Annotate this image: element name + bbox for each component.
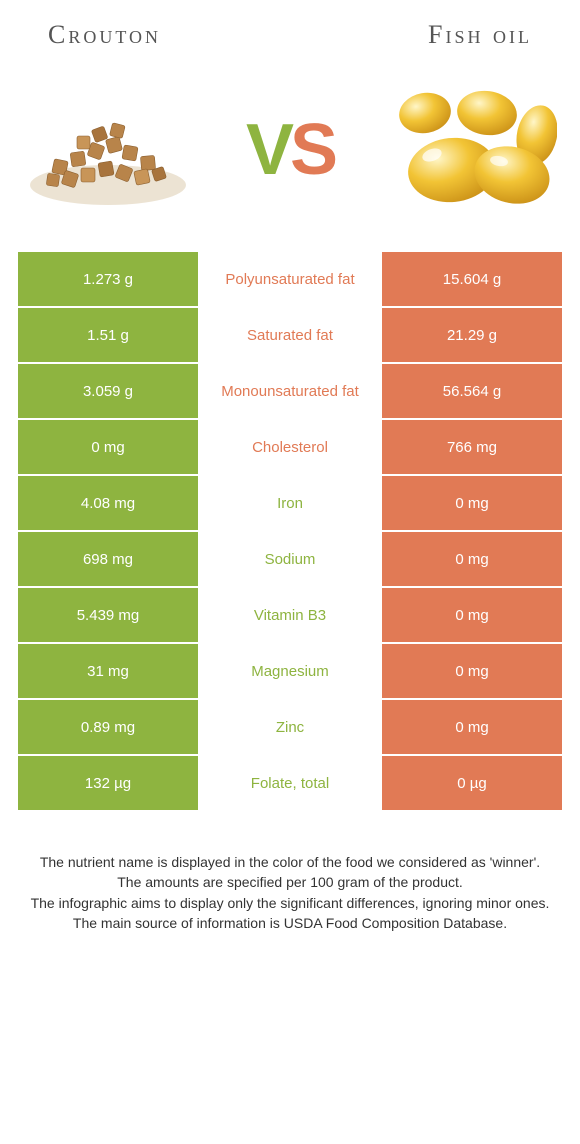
footer-line: The amounts are specified per 100 gram o… xyxy=(28,872,552,892)
table-row: 0.89 mgZinc0 mg xyxy=(18,699,562,755)
table-row: 132 µgFolate, total0 µg xyxy=(18,755,562,811)
footer-notes: The nutrient name is displayed in the co… xyxy=(18,812,562,933)
nutrient-label: Vitamin B3 xyxy=(198,587,382,643)
left-value: 698 mg xyxy=(18,531,198,587)
nutrient-label: Polyunsaturated fat xyxy=(198,251,382,307)
table-row: 1.51 gSaturated fat21.29 g xyxy=(18,307,562,363)
table-row: 1.273 gPolyunsaturated fat15.604 g xyxy=(18,251,562,307)
footer-line: The infographic aims to display only the… xyxy=(28,893,552,913)
right-value: 766 mg xyxy=(382,419,562,475)
left-value: 3.059 g xyxy=(18,363,198,419)
left-value: 31 mg xyxy=(18,643,198,699)
table-row: 31 mgMagnesium0 mg xyxy=(18,643,562,699)
vs-label: VS xyxy=(246,109,334,191)
right-value: 56.564 g xyxy=(382,363,562,419)
left-value: 5.439 mg xyxy=(18,587,198,643)
nutrient-label: Saturated fat xyxy=(198,307,382,363)
left-value: 132 µg xyxy=(18,755,198,811)
nutrient-label: Magnesium xyxy=(198,643,382,699)
right-food-title: Fish oil xyxy=(428,20,532,50)
nutrient-label: Folate, total xyxy=(198,755,382,811)
left-value: 4.08 mg xyxy=(18,475,198,531)
nutrient-label: Zinc xyxy=(198,699,382,755)
table-row: 5.439 mgVitamin B30 mg xyxy=(18,587,562,643)
header: Crouton Fish oil xyxy=(18,20,562,70)
right-value: 15.604 g xyxy=(382,251,562,307)
right-value: 0 mg xyxy=(382,643,562,699)
nutrient-label: Iron xyxy=(198,475,382,531)
left-food-title: Crouton xyxy=(48,20,161,50)
table-row: 0 mgCholesterol766 mg xyxy=(18,419,562,475)
nutrient-label: Sodium xyxy=(198,531,382,587)
crouton-image xyxy=(18,80,198,220)
left-value: 1.51 g xyxy=(18,307,198,363)
footer-line: The main source of information is USDA F… xyxy=(28,913,552,933)
footer-line: The nutrient name is displayed in the co… xyxy=(28,852,552,872)
nutrient-label: Cholesterol xyxy=(198,419,382,475)
images-row: VS xyxy=(18,70,562,250)
nutrient-table: 1.273 gPolyunsaturated fat15.604 g1.51 g… xyxy=(18,250,562,812)
left-value: 0 mg xyxy=(18,419,198,475)
table-row: 4.08 mgIron0 mg xyxy=(18,475,562,531)
right-value: 0 µg xyxy=(382,755,562,811)
table-row: 3.059 gMonounsaturated fat56.564 g xyxy=(18,363,562,419)
fishoil-image xyxy=(382,80,562,220)
right-value: 21.29 g xyxy=(382,307,562,363)
table-row: 698 mgSodium0 mg xyxy=(18,531,562,587)
right-value: 0 mg xyxy=(382,699,562,755)
right-value: 0 mg xyxy=(382,587,562,643)
vs-v: V xyxy=(246,109,290,191)
left-value: 1.273 g xyxy=(18,251,198,307)
right-value: 0 mg xyxy=(382,475,562,531)
nutrient-label: Monounsaturated fat xyxy=(198,363,382,419)
vs-s: S xyxy=(290,109,334,191)
left-value: 0.89 mg xyxy=(18,699,198,755)
right-value: 0 mg xyxy=(382,531,562,587)
